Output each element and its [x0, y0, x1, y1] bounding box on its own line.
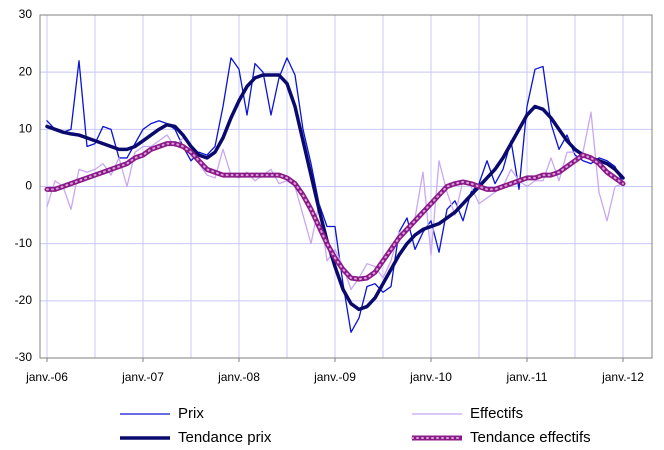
legend: Prix Effectifs Tendance prix Tendance effec… [120, 405, 591, 446]
plot-border [39, 14, 653, 359]
x-tick-label: janv.-09 [313, 370, 356, 384]
x-tick-label: janv.-12 [601, 370, 644, 384]
y-tick-label: -30 [15, 350, 33, 364]
x-tick-label: janv.-08 [217, 370, 260, 384]
legend-label: Tendance effectifs [470, 429, 591, 446]
series-line-dots [46, 142, 624, 281]
y-tick-label: 30 [19, 7, 33, 21]
y-tick-label: 10 [19, 122, 33, 136]
y-tick-label: -20 [15, 293, 33, 307]
y-tick-label: -10 [15, 236, 33, 250]
legend-label: Tendance prix [178, 429, 272, 446]
x-tick-label: janv.-10 [409, 370, 452, 384]
series-line [46, 57, 624, 333]
y-tick-label: 20 [19, 64, 33, 78]
y-tick-label: 0 [25, 179, 32, 193]
x-tick-label: janv.-11 [506, 370, 548, 384]
series-line [45, 73, 625, 312]
legend-label: Effectifs [470, 405, 523, 422]
legend-label: Prix [178, 405, 204, 422]
x-tick-label: janv.-07 [121, 370, 164, 384]
x-tick-label: janv.-06 [25, 370, 68, 384]
series-line [46, 111, 624, 291]
